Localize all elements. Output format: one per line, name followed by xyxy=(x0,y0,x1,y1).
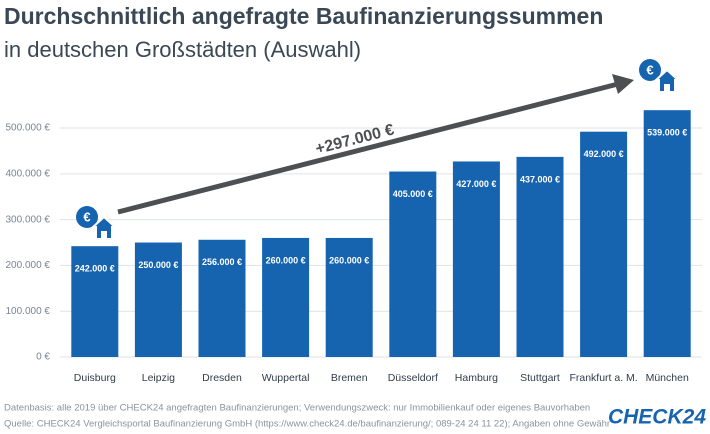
bar xyxy=(580,131,628,357)
logo: CHECK24 xyxy=(608,406,706,429)
y-tick-label: 200.000 € xyxy=(6,260,51,271)
x-tick-label: Stuttgart xyxy=(520,372,560,384)
x-tick-label: München xyxy=(646,372,689,384)
bar xyxy=(516,156,564,357)
trend-arrow xyxy=(117,81,619,215)
value-label: 260.000 € xyxy=(329,255,369,265)
x-tick-label: Dresden xyxy=(202,372,242,384)
plot-area: 0 € 100.000 € 200.000 € 300.000 € 400.000 € 5… xyxy=(6,110,702,384)
y-tick-label: 300.000 € xyxy=(6,214,51,225)
bar xyxy=(134,242,182,357)
icon-euro-house xyxy=(75,205,116,240)
value-label: 492.000 € xyxy=(584,149,624,159)
bar xyxy=(198,239,246,357)
x-tick-label: Leipzig xyxy=(142,372,175,384)
y-tick-label: 500.000 € xyxy=(6,123,51,134)
chart-title: Durchschnittlich angefragte Baufinanzier… xyxy=(4,3,603,29)
bar xyxy=(262,237,310,357)
arrow-head xyxy=(612,74,634,94)
x-tick-label: Düsseldorf xyxy=(388,372,438,384)
value-label: 250.000 € xyxy=(138,260,178,270)
y-tick-label: 100.000 € xyxy=(6,306,51,317)
note: Quelle: CHECK24 Vergleichsportal Baufina… xyxy=(4,419,610,430)
value-label: 427.000 € xyxy=(456,179,496,189)
y-tick-label: 400.000 € xyxy=(6,168,51,179)
bar xyxy=(71,246,119,357)
bar xyxy=(389,171,437,357)
y-tick-label: 0 € xyxy=(36,352,50,363)
icon-euro-house xyxy=(638,58,679,93)
bar xyxy=(325,237,373,357)
x-tick-label: Wuppertal xyxy=(262,372,310,384)
value-label: 437.000 € xyxy=(520,174,560,184)
value-label: 260.000 € xyxy=(266,255,306,265)
value-label: 242.000 € xyxy=(75,264,115,274)
bar xyxy=(452,161,500,357)
value-label: 539.000 € xyxy=(647,128,687,138)
x-tick-label: Frankfurt a. M. xyxy=(569,372,637,384)
note: Datenbasis: alle 2019 über CHECK24 angef… xyxy=(4,403,590,414)
x-tick-label: Duisburg xyxy=(74,372,116,384)
x-tick-label: Bremen xyxy=(331,372,368,384)
chart-subtitle: in deutschen Großstädten (Auswahl) xyxy=(4,37,361,62)
x-tick-label: Hamburg xyxy=(455,372,498,384)
bar xyxy=(643,110,691,357)
value-label: 405.000 € xyxy=(393,189,433,199)
value-label: 256.000 € xyxy=(202,257,242,267)
